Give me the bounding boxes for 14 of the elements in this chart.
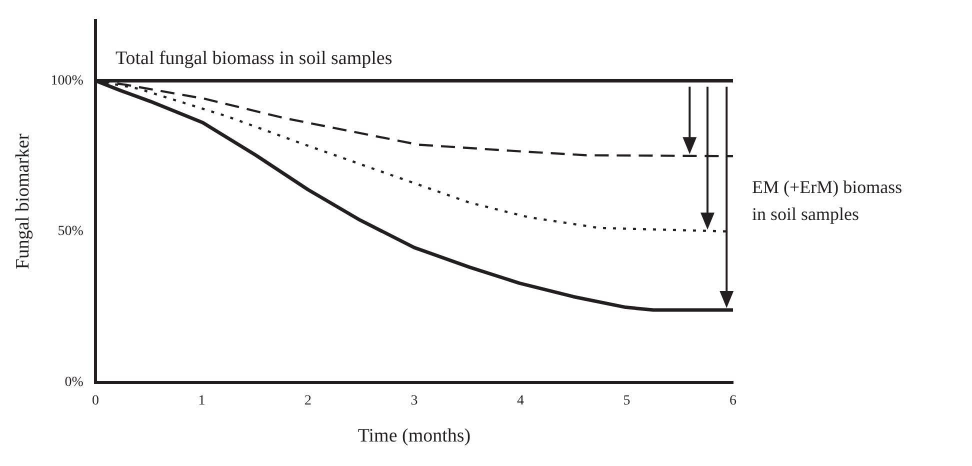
x-tick-label: 0 <box>92 393 99 408</box>
x-tick-label: 5 <box>623 393 630 408</box>
x-tick-label: 3 <box>410 393 418 408</box>
x-tick-label: 1 <box>198 393 206 408</box>
y-axis-title: Fungal biomarker <box>12 132 34 270</box>
series-label: Total fungal biomass in soil samples <box>115 48 392 70</box>
x-tick-label: 4 <box>516 393 524 408</box>
y-tick-label: 100% <box>50 73 84 88</box>
y-tick-label: 50% <box>58 224 84 240</box>
x-tick-label: 2 <box>304 393 312 408</box>
text: EM (+ErM) biomass in soil samples <box>752 176 904 226</box>
y-tick-label: 0% <box>64 375 84 390</box>
x-axis-title: Time (months) <box>358 426 471 447</box>
x-tick-label: 6 <box>730 393 736 408</box>
